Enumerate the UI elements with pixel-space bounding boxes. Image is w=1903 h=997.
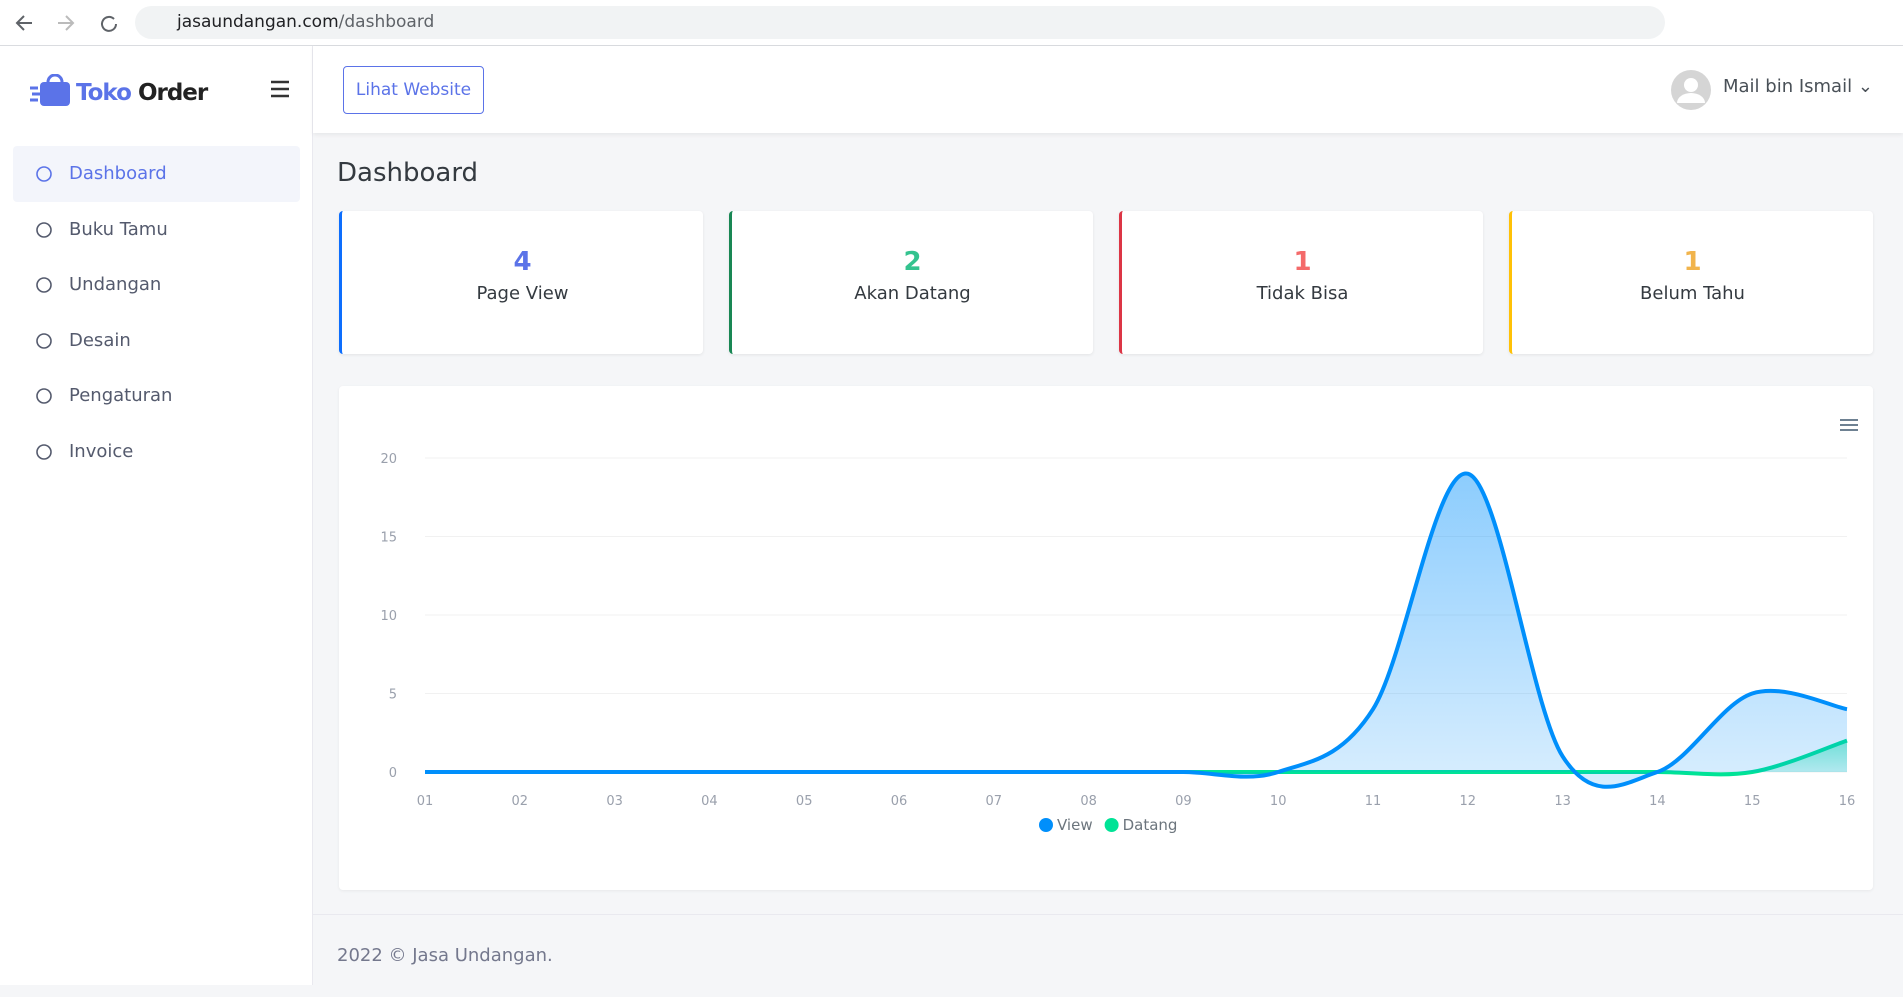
brand-first: Toko [76,80,132,106]
legend-marker [1104,818,1119,832]
stat-label: Tidak Bisa [1256,283,1349,304]
avatar[interactable] [1671,70,1711,110]
x-tick-label: 01 [417,794,434,809]
area [425,473,1847,787]
x-tick-label: 05 [796,794,813,809]
footer: 2022 © Jasa Undangan. [313,914,1903,985]
nav-item[interactable]: Dashboard [13,146,300,202]
stat-value: 1 [1293,247,1312,277]
nav-icon [36,332,52,349]
x-tick-label: 04 [701,794,718,809]
x-tick-label: 07 [986,794,1003,809]
chart-panel: 0 5 10 15 20 01 02 03 04 05 06 07 08 09 10 11 12 13 14 15 16… [339,386,1873,890]
user-menu[interactable]: Mail bin Ismail ⌄ [1723,76,1873,97]
nav-icon [36,277,52,293]
menu-toggle[interactable] [270,80,290,98]
topbar: Lihat Website Mail bin Ismail ⌄ [313,46,1903,133]
nav-icon [36,221,52,238]
nav-icon [36,388,52,404]
stat-card: 1 Tidak Bisa [1119,211,1483,354]
brand-logo [30,74,70,106]
x-tick-label: 12 [1460,794,1477,809]
legend-label: View [1057,816,1093,834]
x-tick-label: 10 [1270,794,1287,809]
nav-item[interactable]: Invoice [13,424,300,480]
legend-marker [1039,818,1053,832]
footer-text: 2022 © Jasa Undangan. [337,945,553,966]
nav-icon [36,166,52,182]
y-tick-label: 15 [380,531,397,546]
y-tick-label: 0 [389,766,397,781]
stat-card: 2 Akan Datang [729,211,1093,354]
nav-buttons [15,15,117,32]
y-tick-label: 20 [380,452,397,467]
y-tick-label: 10 [380,609,397,624]
user-name: Mail bin Ismail [1723,76,1853,97]
nav-item[interactable]: Buku Tamu [13,202,300,258]
x-tick-label: 14 [1649,794,1666,809]
stat-card: 4 Page View [339,211,703,354]
chart-menu[interactable] [1840,419,1858,431]
line [425,738,1848,777]
url-path: /dashboard [338,12,435,32]
nav-icon [36,443,52,460]
stat-value: 2 [903,247,922,277]
x-tick-label: 11 [1365,794,1382,809]
legend-label: Datang [1123,816,1178,834]
page-title: Dashboard [337,158,479,188]
brand-second: Order [137,80,208,106]
stat-card: 1 Belum Tahu [1509,211,1873,354]
nav-item[interactable]: Undangan [13,257,300,313]
nav-item[interactable]: Desain [13,313,300,369]
area [425,740,1847,775]
url-domain: jasaundangan.com [177,12,339,32]
address-bar[interactable]: jasaundangan.com/dashboard [135,6,1665,39]
x-tick-label: 13 [1554,794,1571,809]
x-tick-label: 09 [1175,794,1192,809]
y-tick-label: 5 [389,688,397,703]
x-tick-label: 02 [512,794,529,809]
x-tick-label: 15 [1744,794,1761,809]
brand: Toko Order [76,80,208,106]
stat-label: Page View [476,283,569,304]
browser-bar: jasaundangan.com/dashboard [0,0,1903,46]
nav-item[interactable]: Pengaturan [13,368,300,424]
x-tick-label: 03 [606,794,623,809]
stat-label: Belum Tahu [1640,283,1745,304]
stat-value: 1 [1683,247,1702,277]
view-website-button[interactable]: Lihat Website [343,66,484,114]
x-tick-label: 06 [891,794,908,809]
stat-label: Akan Datang [854,283,971,304]
line [425,471,1848,789]
sidebar: Toko Order Dashboard Buku Tamu Undangan Des… [0,46,313,985]
stat-value: 4 [513,247,532,277]
x-tick-label: 08 [1080,794,1097,809]
x-tick-label: 16 [1839,794,1856,809]
